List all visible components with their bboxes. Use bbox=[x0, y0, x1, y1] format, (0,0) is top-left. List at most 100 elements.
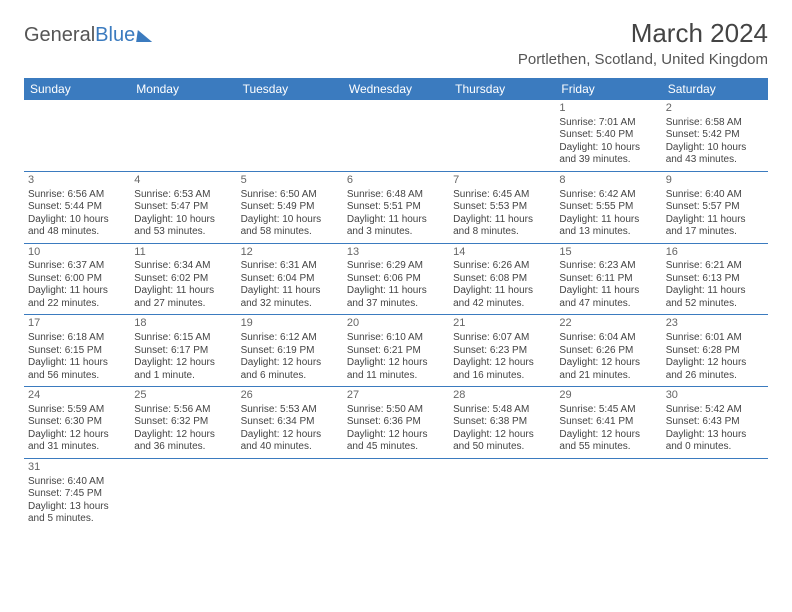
daylight-label: Daylight: 10 hours and 53 minutes. bbox=[134, 214, 232, 239]
day-number: 26 bbox=[241, 389, 339, 403]
calendar-day-cell: 4Sunrise: 6:53 AMSunset: 5:47 PMDaylight… bbox=[130, 171, 236, 243]
calendar-day-cell: 10Sunrise: 6:37 AMSunset: 6:00 PMDayligh… bbox=[24, 243, 130, 315]
day-number: 31 bbox=[28, 461, 126, 475]
sunrise-label: Sunrise: 5:48 AM bbox=[453, 404, 551, 417]
logo-text-blue: Blue bbox=[95, 24, 135, 47]
sunrise-label: Sunrise: 6:31 AM bbox=[241, 260, 339, 273]
sunrise-label: Sunrise: 6:40 AM bbox=[28, 476, 126, 489]
daylight-label: Daylight: 11 hours and 37 minutes. bbox=[347, 285, 445, 310]
sunset-label: Sunset: 6:15 PM bbox=[28, 345, 126, 358]
calendar-day-cell bbox=[237, 458, 343, 529]
calendar-day-cell: 25Sunrise: 5:56 AMSunset: 6:32 PMDayligh… bbox=[130, 387, 236, 459]
day-number: 20 bbox=[347, 317, 445, 331]
header-row: GeneralBlue March 2024 Portlethen, Scotl… bbox=[24, 18, 768, 68]
day-number: 24 bbox=[28, 389, 126, 403]
calendar-day-cell bbox=[343, 458, 449, 529]
day-number: 2 bbox=[666, 102, 764, 116]
calendar-table: SundayMondayTuesdayWednesdayThursdayFrid… bbox=[24, 78, 768, 530]
sunrise-label: Sunrise: 6:37 AM bbox=[28, 260, 126, 273]
day-number: 18 bbox=[134, 317, 232, 331]
sunrise-label: Sunrise: 6:34 AM bbox=[134, 260, 232, 273]
sunset-label: Sunset: 6:17 PM bbox=[134, 345, 232, 358]
calendar-day-cell bbox=[343, 100, 449, 171]
sunrise-label: Sunrise: 6:58 AM bbox=[666, 117, 764, 130]
logo: GeneralBlue bbox=[24, 18, 153, 47]
calendar-day-cell: 17Sunrise: 6:18 AMSunset: 6:15 PMDayligh… bbox=[24, 315, 130, 387]
sunset-label: Sunset: 5:47 PM bbox=[134, 201, 232, 214]
sunrise-label: Sunrise: 6:53 AM bbox=[134, 189, 232, 202]
sunrise-label: Sunrise: 6:48 AM bbox=[347, 189, 445, 202]
calendar-day-cell: 20Sunrise: 6:10 AMSunset: 6:21 PMDayligh… bbox=[343, 315, 449, 387]
daylight-label: Daylight: 11 hours and 17 minutes. bbox=[666, 214, 764, 239]
logo-text-general: General bbox=[24, 24, 95, 47]
day-number: 15 bbox=[559, 246, 657, 260]
sunrise-label: Sunrise: 6:23 AM bbox=[559, 260, 657, 273]
calendar-day-cell: 26Sunrise: 5:53 AMSunset: 6:34 PMDayligh… bbox=[237, 387, 343, 459]
sunset-label: Sunset: 5:57 PM bbox=[666, 201, 764, 214]
daylight-label: Daylight: 12 hours and 45 minutes. bbox=[347, 429, 445, 454]
daylight-label: Daylight: 10 hours and 39 minutes. bbox=[559, 142, 657, 167]
calendar-day-cell: 18Sunrise: 6:15 AMSunset: 6:17 PMDayligh… bbox=[130, 315, 236, 387]
sunrise-label: Sunrise: 5:53 AM bbox=[241, 404, 339, 417]
calendar-day-cell: 15Sunrise: 6:23 AMSunset: 6:11 PMDayligh… bbox=[555, 243, 661, 315]
daylight-label: Daylight: 12 hours and 6 minutes. bbox=[241, 357, 339, 382]
sunset-label: Sunset: 6:08 PM bbox=[453, 273, 551, 286]
sunset-label: Sunset: 6:11 PM bbox=[559, 273, 657, 286]
calendar-week-row: 1Sunrise: 7:01 AMSunset: 5:40 PMDaylight… bbox=[24, 100, 768, 171]
calendar-day-cell: 7Sunrise: 6:45 AMSunset: 5:53 PMDaylight… bbox=[449, 171, 555, 243]
weekday-header: Monday bbox=[130, 78, 236, 100]
daylight-label: Daylight: 12 hours and 36 minutes. bbox=[134, 429, 232, 454]
daylight-label: Daylight: 11 hours and 8 minutes. bbox=[453, 214, 551, 239]
daylight-label: Daylight: 11 hours and 27 minutes. bbox=[134, 285, 232, 310]
calendar-day-cell: 23Sunrise: 6:01 AMSunset: 6:28 PMDayligh… bbox=[662, 315, 768, 387]
day-number: 1 bbox=[559, 102, 657, 116]
calendar-day-cell bbox=[130, 100, 236, 171]
calendar-day-cell: 27Sunrise: 5:50 AMSunset: 6:36 PMDayligh… bbox=[343, 387, 449, 459]
calendar-day-cell: 13Sunrise: 6:29 AMSunset: 6:06 PMDayligh… bbox=[343, 243, 449, 315]
daylight-label: Daylight: 10 hours and 58 minutes. bbox=[241, 214, 339, 239]
daylight-label: Daylight: 11 hours and 22 minutes. bbox=[28, 285, 126, 310]
day-number: 8 bbox=[559, 174, 657, 188]
calendar-day-cell bbox=[24, 100, 130, 171]
daylight-label: Daylight: 10 hours and 43 minutes. bbox=[666, 142, 764, 167]
sunrise-label: Sunrise: 6:10 AM bbox=[347, 332, 445, 345]
weekday-header-row: SundayMondayTuesdayWednesdayThursdayFrid… bbox=[24, 78, 768, 100]
sunrise-label: Sunrise: 6:15 AM bbox=[134, 332, 232, 345]
daylight-label: Daylight: 11 hours and 42 minutes. bbox=[453, 285, 551, 310]
day-number: 22 bbox=[559, 317, 657, 331]
weekday-header: Sunday bbox=[24, 78, 130, 100]
daylight-label: Daylight: 12 hours and 16 minutes. bbox=[453, 357, 551, 382]
title-block: March 2024 Portlethen, Scotland, United … bbox=[518, 18, 768, 68]
day-number: 5 bbox=[241, 174, 339, 188]
calendar-day-cell: 12Sunrise: 6:31 AMSunset: 6:04 PMDayligh… bbox=[237, 243, 343, 315]
sunset-label: Sunset: 6:38 PM bbox=[453, 416, 551, 429]
calendar-week-row: 31Sunrise: 6:40 AMSunset: 7:45 PMDayligh… bbox=[24, 458, 768, 529]
sunset-label: Sunset: 6:41 PM bbox=[559, 416, 657, 429]
sunset-label: Sunset: 6:30 PM bbox=[28, 416, 126, 429]
calendar-day-cell: 16Sunrise: 6:21 AMSunset: 6:13 PMDayligh… bbox=[662, 243, 768, 315]
calendar-week-row: 10Sunrise: 6:37 AMSunset: 6:00 PMDayligh… bbox=[24, 243, 768, 315]
day-number: 30 bbox=[666, 389, 764, 403]
sunset-label: Sunset: 7:45 PM bbox=[28, 488, 126, 501]
calendar-day-cell bbox=[662, 458, 768, 529]
daylight-label: Daylight: 12 hours and 21 minutes. bbox=[559, 357, 657, 382]
calendar-day-cell: 14Sunrise: 6:26 AMSunset: 6:08 PMDayligh… bbox=[449, 243, 555, 315]
calendar-body: 1Sunrise: 7:01 AMSunset: 5:40 PMDaylight… bbox=[24, 100, 768, 530]
calendar-day-cell: 19Sunrise: 6:12 AMSunset: 6:19 PMDayligh… bbox=[237, 315, 343, 387]
sunrise-label: Sunrise: 6:01 AM bbox=[666, 332, 764, 345]
sunset-label: Sunset: 5:55 PM bbox=[559, 201, 657, 214]
daylight-label: Daylight: 11 hours and 47 minutes. bbox=[559, 285, 657, 310]
weekday-header: Saturday bbox=[662, 78, 768, 100]
daylight-label: Daylight: 11 hours and 3 minutes. bbox=[347, 214, 445, 239]
calendar-day-cell: 9Sunrise: 6:40 AMSunset: 5:57 PMDaylight… bbox=[662, 171, 768, 243]
sunrise-label: Sunrise: 6:21 AM bbox=[666, 260, 764, 273]
sunrise-label: Sunrise: 5:50 AM bbox=[347, 404, 445, 417]
sunrise-label: Sunrise: 6:04 AM bbox=[559, 332, 657, 345]
sunrise-label: Sunrise: 6:42 AM bbox=[559, 189, 657, 202]
sunset-label: Sunset: 6:32 PM bbox=[134, 416, 232, 429]
sunrise-label: Sunrise: 5:45 AM bbox=[559, 404, 657, 417]
day-number: 16 bbox=[666, 246, 764, 260]
calendar-day-cell bbox=[449, 458, 555, 529]
daylight-label: Daylight: 12 hours and 26 minutes. bbox=[666, 357, 764, 382]
day-number: 12 bbox=[241, 246, 339, 260]
